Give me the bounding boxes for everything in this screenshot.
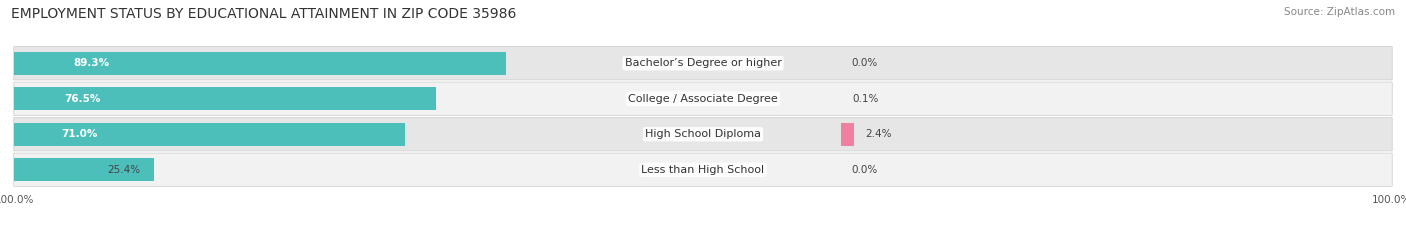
FancyBboxPatch shape (14, 153, 1392, 186)
Text: EMPLOYMENT STATUS BY EDUCATIONAL ATTAINMENT IN ZIP CODE 35986: EMPLOYMENT STATUS BY EDUCATIONAL ATTAINM… (11, 7, 516, 21)
FancyBboxPatch shape (14, 47, 1392, 80)
Text: 0.0%: 0.0% (852, 58, 879, 68)
Text: 2.4%: 2.4% (865, 129, 891, 139)
FancyBboxPatch shape (14, 118, 1392, 151)
Bar (14, 123, 405, 146)
Text: 89.3%: 89.3% (73, 58, 110, 68)
Bar (841, 123, 853, 146)
Bar (14, 87, 436, 110)
Text: 25.4%: 25.4% (107, 165, 141, 175)
Text: Source: ZipAtlas.com: Source: ZipAtlas.com (1284, 7, 1395, 17)
Text: Bachelor’s Degree or higher: Bachelor’s Degree or higher (624, 58, 782, 68)
Text: 0.0%: 0.0% (852, 165, 879, 175)
Text: High School Diploma: High School Diploma (645, 129, 761, 139)
FancyBboxPatch shape (14, 82, 1392, 115)
Text: 0.1%: 0.1% (852, 94, 879, 104)
Text: College / Associate Degree: College / Associate Degree (628, 94, 778, 104)
Text: 76.5%: 76.5% (65, 94, 101, 104)
Bar (14, 52, 506, 75)
Text: 71.0%: 71.0% (60, 129, 97, 139)
Bar (14, 158, 155, 181)
Text: Less than High School: Less than High School (641, 165, 765, 175)
